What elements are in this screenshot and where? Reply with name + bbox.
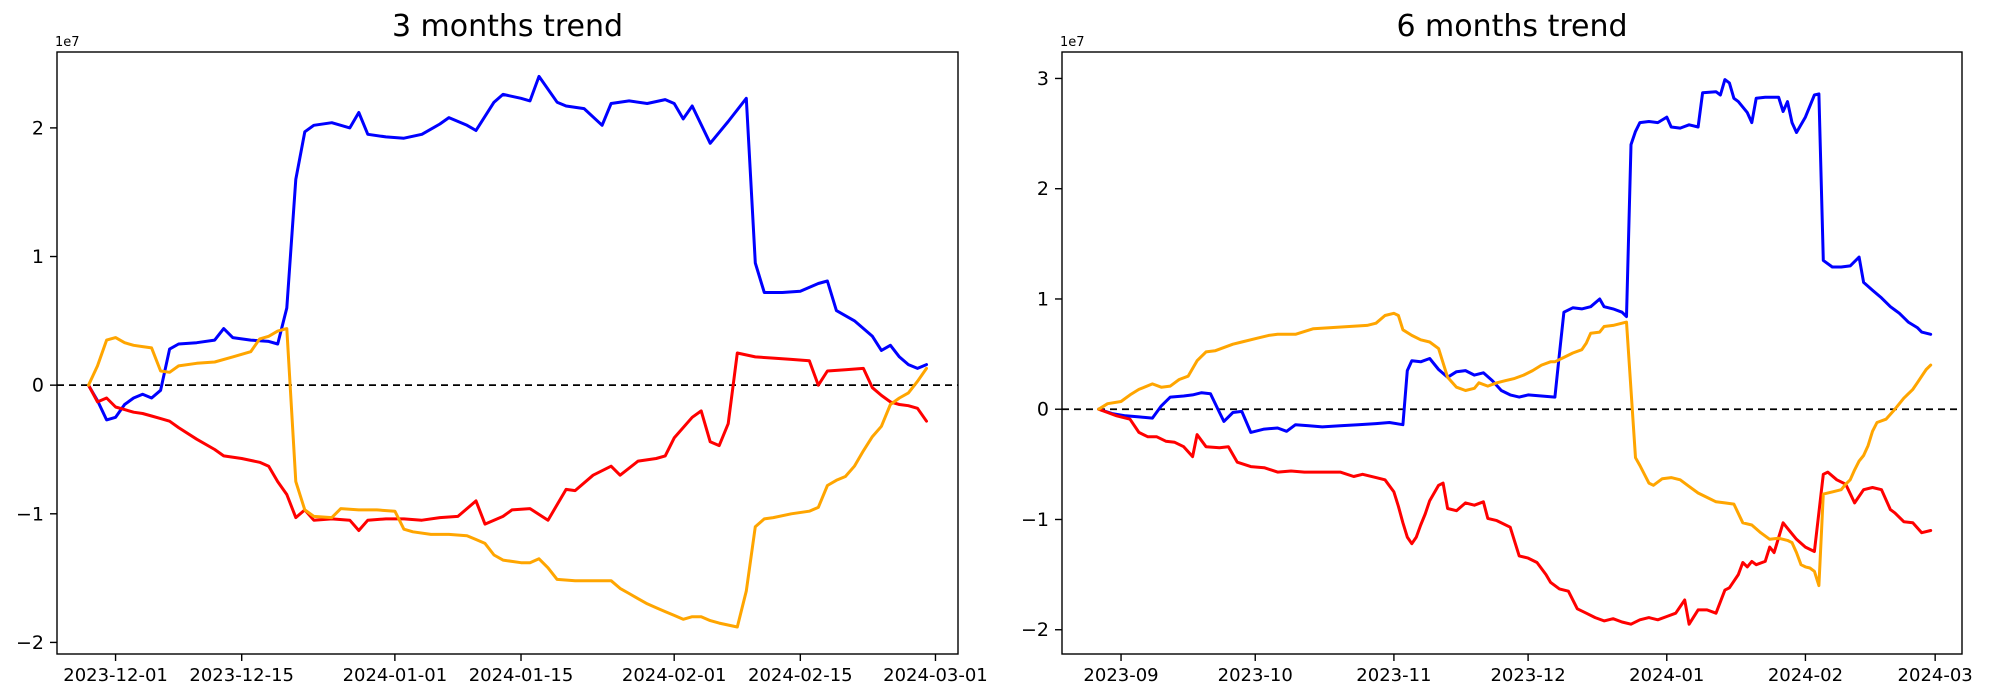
y-axis-offset-label: 1e7 (1060, 35, 1085, 50)
x-tick-label: 2024-01-01 (343, 665, 448, 686)
y-tick-label: −2 (16, 632, 44, 654)
x-tick-label: 2023-12-15 (189, 665, 294, 686)
x-tick-label: 2023-09 (1083, 665, 1158, 686)
x-tick-label: 2024-01-15 (469, 665, 574, 686)
series-line-red (1097, 407, 1933, 626)
y-axis-offset-label: 1e7 (55, 35, 80, 50)
x-tick-label: 2024-03-01 (883, 665, 988, 686)
chart-3-months: 2023-12-01 2023-12-15 2024-01-01 2024-01-15… (16, 9, 988, 686)
x-tick-label: 2024-02-01 (622, 665, 727, 686)
y-tick-label: −1 (16, 503, 44, 525)
series-line-blue (1097, 78, 1933, 434)
series-line-orange (1097, 311, 1933, 588)
x-tick-label: 2024-02 (1768, 665, 1843, 686)
x-tick-label: 2024-02-15 (748, 665, 853, 686)
y-tick-label: 1 (32, 246, 44, 268)
y-tick-label: −1 (1021, 509, 1049, 531)
y-tick-label: 0 (1037, 399, 1049, 421)
x-tick-label: 2023-12 (1490, 665, 1565, 686)
y-tick-label: 2 (1037, 178, 1049, 200)
axes-frame (1061, 51, 1963, 655)
y-tick-label: 0 (32, 375, 44, 397)
series-line-blue (87, 74, 928, 422)
x-tick-label: 2023-11 (1356, 665, 1431, 686)
series-line-red (87, 351, 928, 532)
y-tick-label: 1 (1037, 288, 1049, 310)
x-tick-label: 2023-10 (1218, 665, 1293, 686)
series-line-orange (87, 327, 928, 629)
x-tick-label: 2023-12-01 (63, 665, 168, 686)
x-tick-label: 2024-01 (1629, 665, 1704, 686)
chart-title: 3 months trend (392, 9, 623, 44)
y-tick-label: 3 (1037, 68, 1049, 90)
x-tick-label: 2024-03 (1898, 665, 1973, 686)
chart-title: 6 months trend (1396, 9, 1627, 44)
y-tick-label: −2 (1021, 619, 1049, 641)
y-tick-label: 2 (32, 117, 44, 139)
axes-frame (56, 51, 959, 655)
chart-6-months: 2023-09 2023-10 2023-11 2023-12 2024-01 2024-… (1021, 9, 1973, 686)
